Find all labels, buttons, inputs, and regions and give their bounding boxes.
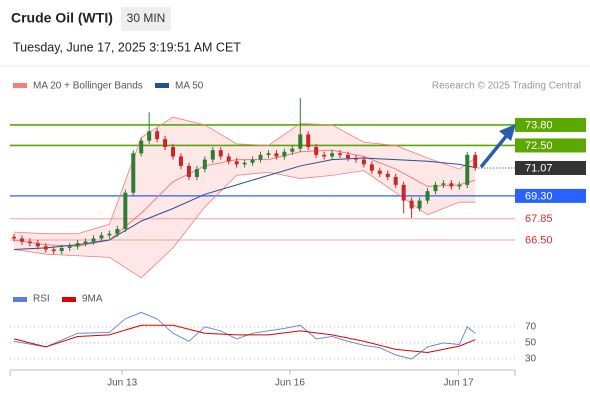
candle-body bbox=[401, 184, 406, 201]
arrow-head bbox=[499, 124, 516, 141]
candle-body bbox=[218, 150, 223, 157]
candle-body bbox=[345, 154, 350, 159]
candle-body bbox=[226, 156, 231, 162]
candle-body bbox=[298, 134, 303, 149]
candle-body bbox=[123, 192, 128, 229]
candle-body bbox=[353, 158, 358, 160]
x-tick-label: Jun 16 bbox=[275, 378, 305, 389]
legend-label: MA 50 bbox=[175, 81, 204, 92]
legend-label: 9MA bbox=[82, 294, 103, 305]
candle-body bbox=[266, 153, 271, 155]
candle-body bbox=[83, 241, 88, 244]
x-tick-label: Jun 13 bbox=[107, 378, 137, 389]
candle-body bbox=[449, 183, 454, 187]
level-box bbox=[515, 188, 586, 203]
interval-badge bbox=[121, 7, 171, 31]
arrow-shaft bbox=[479, 132, 510, 169]
candle-body bbox=[290, 148, 295, 152]
rsi-tick-label: 30 bbox=[525, 354, 537, 365]
candle-body bbox=[473, 154, 478, 168]
candle-body bbox=[115, 228, 120, 234]
candle-body bbox=[194, 169, 199, 177]
legend-swatch bbox=[62, 297, 76, 302]
level-label: 69.30 bbox=[525, 190, 553, 202]
source: Research © 2025 Trading Central bbox=[432, 81, 581, 92]
candle-body bbox=[139, 140, 144, 154]
candle-body bbox=[322, 154, 327, 157]
candle-body bbox=[131, 153, 136, 193]
candle-body bbox=[282, 151, 287, 157]
legend-label: RSI bbox=[33, 294, 50, 305]
level-label: 72.50 bbox=[525, 140, 553, 152]
candle-body bbox=[457, 184, 462, 187]
price-label: 71.07 bbox=[525, 162, 553, 174]
candle-body bbox=[258, 154, 263, 160]
candle-body bbox=[43, 246, 48, 250]
legend-swatch bbox=[155, 83, 169, 88]
level-label: 66.50 bbox=[525, 234, 553, 246]
band-fill bbox=[13, 117, 476, 278]
candle-body bbox=[306, 134, 311, 148]
candle-body bbox=[242, 162, 247, 165]
legend-swatch bbox=[13, 83, 27, 88]
candle-body bbox=[250, 159, 255, 163]
candle-body bbox=[417, 200, 422, 209]
rsi-line bbox=[13, 324, 476, 354]
candle-body bbox=[19, 238, 24, 242]
candle-body bbox=[385, 173, 390, 177]
candle-body bbox=[330, 153, 335, 157]
rsi-tick-label: 70 bbox=[525, 321, 537, 332]
level-label: 67.85 bbox=[525, 213, 553, 225]
rsi-line bbox=[13, 311, 476, 360]
level-box bbox=[515, 138, 586, 153]
legend-label: MA 20 + Bollinger Bands bbox=[33, 81, 143, 92]
level-box bbox=[515, 117, 586, 132]
rsi-tick-label: 50 bbox=[525, 338, 537, 349]
candle-body bbox=[202, 159, 207, 170]
candle-body bbox=[155, 131, 160, 140]
x-tick-label: Jun 17 bbox=[444, 378, 474, 389]
candle-body bbox=[234, 161, 239, 165]
interval-label: 30 MIN bbox=[127, 11, 166, 25]
candle-body bbox=[35, 243, 40, 247]
candle-body bbox=[59, 247, 64, 252]
candle-body bbox=[409, 200, 414, 209]
candle-body bbox=[338, 153, 343, 155]
level-label: 73.80 bbox=[525, 119, 553, 131]
candle-body bbox=[441, 183, 446, 185]
candle-body bbox=[51, 249, 56, 252]
candle-body bbox=[178, 156, 183, 166]
candle-body bbox=[107, 233, 112, 236]
candle-body bbox=[314, 147, 319, 155]
band-line bbox=[13, 116, 476, 235]
legend-swatch bbox=[13, 297, 27, 302]
candle-body bbox=[171, 147, 176, 157]
candle-body bbox=[186, 165, 191, 177]
forecast-arrow bbox=[479, 124, 516, 169]
candle-body bbox=[393, 176, 398, 185]
candle-body bbox=[75, 243, 80, 247]
candle-body bbox=[377, 170, 382, 174]
candle-body bbox=[163, 139, 168, 148]
price-box bbox=[515, 160, 586, 175]
candle-body bbox=[27, 241, 32, 244]
timestamp: Tuesday, June 17, 2025 3:19:51 AM CET bbox=[13, 40, 241, 54]
candle-body bbox=[147, 131, 152, 141]
candle-body bbox=[210, 150, 215, 160]
candle-body bbox=[11, 236, 16, 239]
candle-body bbox=[465, 154, 470, 185]
candle-body bbox=[433, 184, 438, 192]
candle-body bbox=[369, 164, 374, 171]
candle-body bbox=[425, 191, 430, 201]
candle-body bbox=[361, 159, 366, 165]
chart-title: Crude Oil (WTI) bbox=[11, 10, 113, 26]
candle-body bbox=[99, 235, 104, 239]
candle-body bbox=[67, 246, 72, 248]
candle-body bbox=[91, 238, 96, 242]
candle-body bbox=[274, 153, 279, 157]
